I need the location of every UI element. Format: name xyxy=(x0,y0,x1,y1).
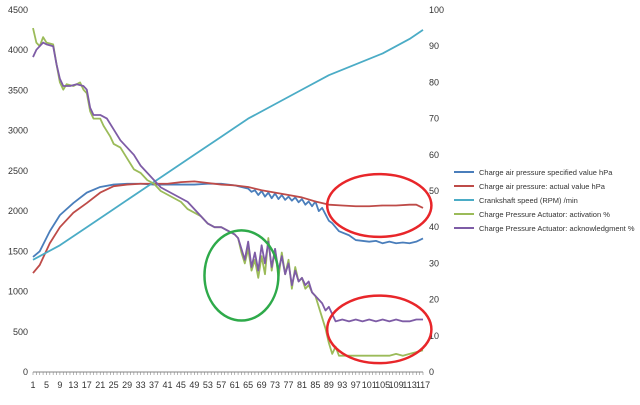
legend-label: Charge air pressure specified value hPa xyxy=(479,168,613,177)
x-axis-tick-label: 53 xyxy=(203,380,213,390)
x-axis-tick-label: 89 xyxy=(324,380,334,390)
left-axis-tick-label: 2500 xyxy=(8,166,28,176)
x-axis-tick-label: 69 xyxy=(257,380,267,390)
right-axis-tick-label: 0 xyxy=(429,367,434,377)
x-axis-tick-label: 93 xyxy=(337,380,347,390)
x-axis-tick-label: 97 xyxy=(351,380,361,390)
x-axis-tick-label: 21 xyxy=(95,380,105,390)
x-axis-tick-label: 65 xyxy=(243,380,253,390)
x-axis-tick-label: 101 xyxy=(362,380,377,390)
right-axis-tick-label: 80 xyxy=(429,77,439,87)
right-axis-tick-label: 70 xyxy=(429,114,439,124)
left-axis-tick-label: 3000 xyxy=(8,126,28,136)
x-axis-tick-label: 29 xyxy=(122,380,132,390)
legend-label: Charge air pressure: actual value hPa xyxy=(479,182,606,191)
right-axis-tick-label: 50 xyxy=(429,186,439,196)
legend-label: Crankshaft speed (RPM) /min xyxy=(479,196,578,205)
right-axis-tick-label: 90 xyxy=(429,41,439,51)
x-axis-tick-label: 37 xyxy=(149,380,159,390)
left-axis-tick-label: 1500 xyxy=(8,246,28,256)
x-axis-tick-label: 117 xyxy=(416,380,430,390)
x-axis-tick-label: 85 xyxy=(310,380,320,390)
x-axis-tick-label: 109 xyxy=(389,380,404,390)
series-line-2 xyxy=(32,180,424,274)
right-axis-tick-label: 30 xyxy=(429,258,439,268)
x-axis-tick-label: 57 xyxy=(216,380,226,390)
right-axis-tick-label: 40 xyxy=(429,222,439,232)
legend-label: Charge Pressure Actuator: acknowledgment… xyxy=(479,224,635,233)
x-axis-tick-label: 25 xyxy=(109,380,119,390)
left-axis-tick-label: 3500 xyxy=(8,85,28,95)
x-axis-tick-label: 113 xyxy=(402,380,416,390)
legend: Charge air pressure specified value hPa C… xyxy=(454,168,635,233)
right-axis-tick-label: 60 xyxy=(429,150,439,160)
x-axis-tick-label: 5 xyxy=(44,380,49,390)
x-axis-tick-label: 17 xyxy=(82,380,92,390)
right-axis-tick-label: 10 xyxy=(429,331,439,341)
x-axis-ticks: 1 5 9 13 17 21 25 29 33 37 41 45 49 53 57 61 65 69 73 77 81 8… xyxy=(30,372,430,390)
right-axis-tick-labels: 0 10 20 30 40 50 60 70 80 90 100 xyxy=(429,5,444,377)
annotation-ellipse-2 xyxy=(325,172,433,239)
series-line-5 xyxy=(32,41,423,323)
x-axis-tick-label: 33 xyxy=(136,380,146,390)
x-axis-tick-label: 9 xyxy=(57,380,62,390)
series-line-3 xyxy=(32,29,424,261)
x-axis-tick-label: 81 xyxy=(297,380,307,390)
left-axis-tick-label: 500 xyxy=(13,327,28,337)
x-axis-tick-label: 105 xyxy=(375,380,390,390)
x-axis-tick-label: 13 xyxy=(68,380,78,390)
x-axis-tick-label: 61 xyxy=(230,380,240,390)
x-axis-tick-label: 1 xyxy=(30,380,35,390)
x-axis-tick-label: 45 xyxy=(176,380,186,390)
annotation-layer xyxy=(203,172,433,365)
right-axis-tick-label: 100 xyxy=(429,5,444,15)
x-axis-tick-label: 77 xyxy=(284,380,294,390)
right-axis-tick-label: 20 xyxy=(429,295,439,305)
left-axis-tick-label: 1000 xyxy=(8,287,28,297)
left-axis-tick-label: 2000 xyxy=(8,206,28,216)
legend-label: Charge Pressure Actuator: activation % xyxy=(479,210,610,219)
annotation-ellipse-3 xyxy=(325,294,433,365)
left-axis-tick-label: 4500 xyxy=(8,5,28,15)
x-axis-tick-label: 73 xyxy=(270,380,280,390)
x-axis-tick-label: 41 xyxy=(162,380,172,390)
annotation-ellipse-1 xyxy=(203,229,280,322)
x-axis-tick-label: 49 xyxy=(189,380,199,390)
left-axis-tick-label: 4000 xyxy=(8,45,28,55)
left-axis-tick-label: 0 xyxy=(23,367,28,377)
left-axis-tick-labels: 0 500 1000 1500 2000 2500 3000 3500 4000 4500 xyxy=(8,5,28,377)
